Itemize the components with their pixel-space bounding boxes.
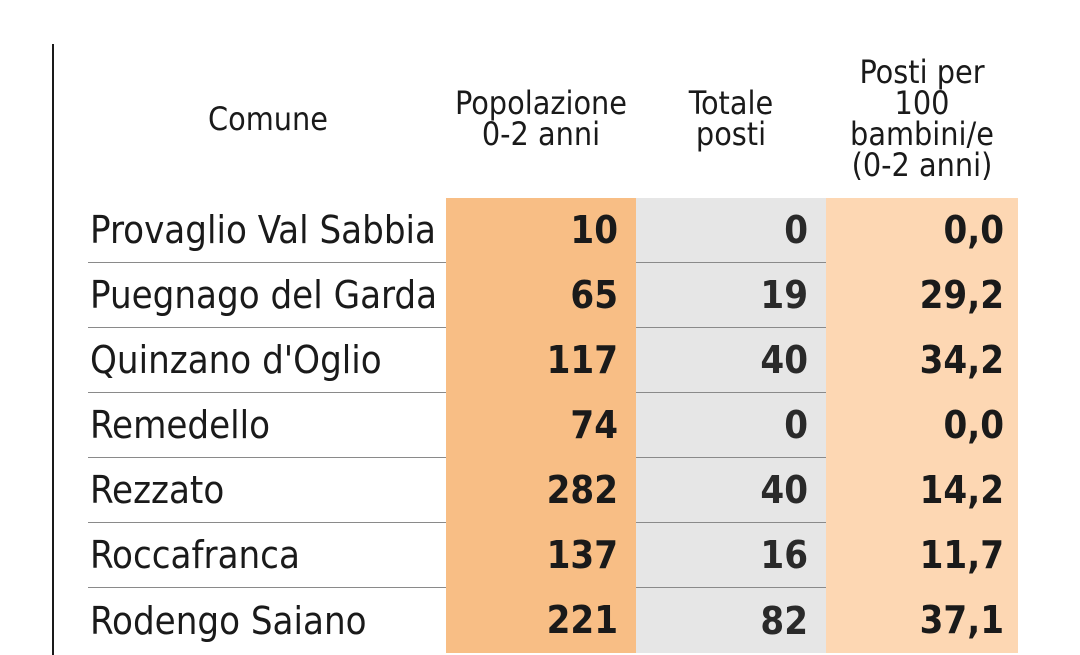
header-posti-per-100: Posti per 100 bambini/e (0-2 anni) xyxy=(850,53,994,184)
header-comune: Comune xyxy=(208,99,328,138)
cell-posti-per-100: 11,7 xyxy=(826,523,1018,588)
table-row: Quinzano d'Oglio 117 40 34,2 xyxy=(88,328,1018,393)
cell-posti-per-100: 29,2 xyxy=(826,263,1018,328)
cell-totale-posti: 40 xyxy=(636,458,826,523)
cell-popolazione: 137 xyxy=(446,523,636,588)
cell-comune: Roccafranca xyxy=(88,523,446,588)
cell-comune: Quinzano d'Oglio xyxy=(88,328,446,393)
cell-popolazione: 65 xyxy=(446,263,636,328)
table-row: Provaglio Val Sabbia 10 0 0,0 xyxy=(88,198,1018,263)
cell-comune: Rezzato xyxy=(88,458,446,523)
cell-totale-posti: 0 xyxy=(636,393,826,458)
cell-popolazione: 74 xyxy=(446,393,636,458)
cell-totale-posti: 16 xyxy=(636,523,826,588)
cell-posti-per-100: 0,0 xyxy=(826,198,1018,263)
cell-comune: Provaglio Val Sabbia xyxy=(88,198,446,263)
cell-popolazione: 221 xyxy=(446,588,636,653)
header-totale-posti: Totale posti xyxy=(688,84,774,153)
cell-comune: Remedello xyxy=(88,393,446,458)
header-popolazione: Popolazione 0-2 anni xyxy=(454,84,628,153)
table-row: Puegnago del Garda 65 19 29,2 xyxy=(88,263,1018,328)
cell-popolazione: 117 xyxy=(446,328,636,393)
cell-totale-posti: 19 xyxy=(636,263,826,328)
cell-popolazione: 10 xyxy=(446,198,636,263)
cell-totale-posti: 40 xyxy=(636,328,826,393)
cell-totale-posti: 0 xyxy=(636,198,826,263)
table-row: Remedello 74 0 0,0 xyxy=(88,393,1018,458)
left-divider-rule xyxy=(52,44,54,655)
cell-posti-per-100: 0,0 xyxy=(826,393,1018,458)
cell-posti-per-100: 37,1 xyxy=(826,588,1018,653)
table-row: Rodengo Saiano 221 82 37,1 xyxy=(88,588,1018,653)
data-table-body: Provaglio Val Sabbia 10 0 0,0 Puegnago d… xyxy=(88,198,1018,653)
cell-posti-per-100: 14,2 xyxy=(826,458,1018,523)
cell-totale-posti: 82 xyxy=(636,588,826,653)
cell-posti-per-100: 34,2 xyxy=(826,328,1018,393)
cell-comune: Puegnago del Garda xyxy=(88,263,446,328)
table-row: Rezzato 282 40 14,2 xyxy=(88,458,1018,523)
cell-comune: Rodengo Saiano xyxy=(90,598,367,643)
cell-popolazione: 282 xyxy=(446,458,636,523)
table-row: Roccafranca 137 16 11,7 xyxy=(88,523,1018,588)
